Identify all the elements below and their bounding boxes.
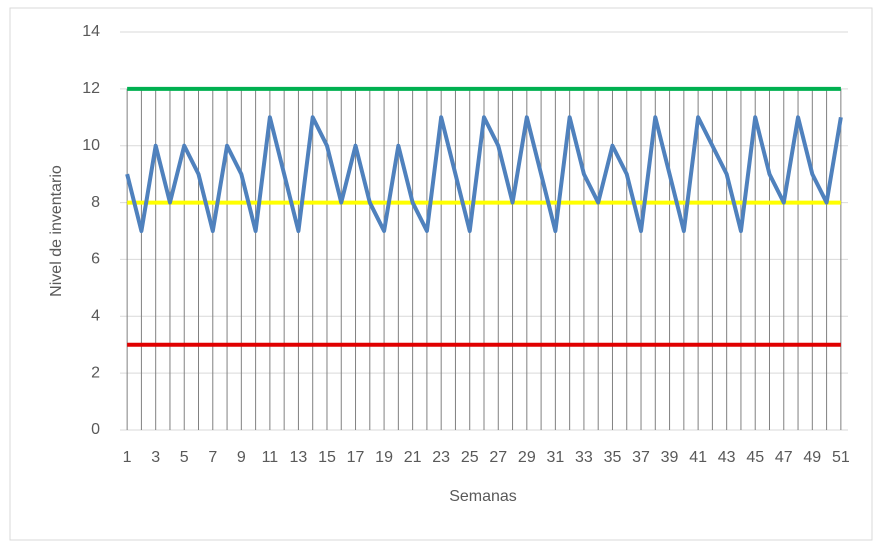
x-tick-label: 39	[661, 449, 679, 466]
x-tick-label: 41	[689, 449, 707, 466]
y-tick-label: 14	[82, 23, 100, 40]
x-tick-label: 49	[803, 449, 821, 466]
x-tick-label: 45	[746, 449, 764, 466]
series-line	[125, 115, 843, 233]
x-tick-label: 25	[461, 449, 479, 466]
x-tick-label: 19	[375, 449, 393, 466]
y-tick-label: 0	[91, 421, 100, 438]
y-tick-label: 2	[91, 364, 100, 381]
x-tick-label: 37	[632, 449, 650, 466]
x-tick-label: 17	[347, 449, 365, 466]
y-axis-title: Nivel de inventario	[48, 165, 65, 297]
x-tick-label: 47	[775, 449, 793, 466]
y-tick-label: 10	[82, 137, 100, 154]
x-tick-label: 5	[180, 449, 189, 466]
x-tick-label: 21	[404, 449, 422, 466]
x-tick-label: 29	[518, 449, 536, 466]
x-tick-label: 13	[290, 449, 308, 466]
x-axis-title: Semanas	[449, 488, 517, 505]
y-tick-label: 4	[91, 308, 100, 325]
x-tick-label: 33	[575, 449, 593, 466]
x-tick-label: 43	[718, 449, 736, 466]
y-tick-label: 6	[91, 251, 100, 268]
x-tick-label: 7	[208, 449, 217, 466]
x-tick-label: 1	[123, 449, 132, 466]
x-tick-label: 23	[432, 449, 450, 466]
x-tick-label: 31	[546, 449, 564, 466]
x-tick-label: 15	[318, 449, 336, 466]
x-tick-label: 9	[237, 449, 246, 466]
x-tick-label: 11	[262, 449, 279, 466]
x-tick-label: 27	[489, 449, 507, 466]
y-tick-label: 8	[91, 194, 100, 211]
x-tick-label: 35	[604, 449, 622, 466]
x-tick-label: 3	[151, 449, 160, 466]
x-tick-label: 51	[832, 449, 850, 466]
y-tick-label: 12	[82, 80, 100, 97]
